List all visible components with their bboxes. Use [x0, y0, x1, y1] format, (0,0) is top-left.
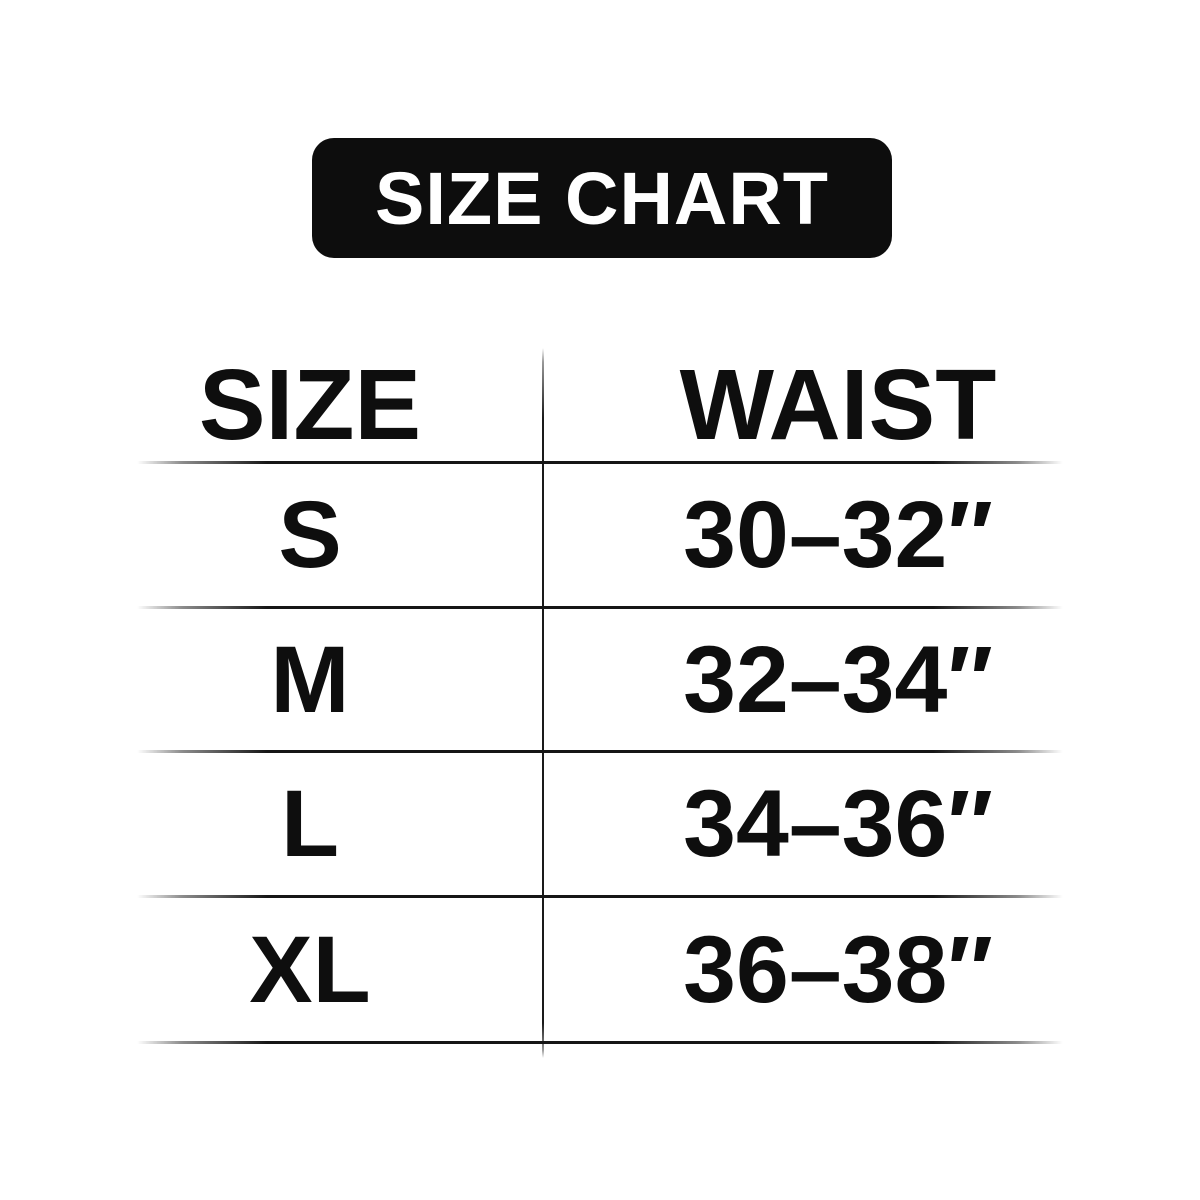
size-cell: XL — [249, 916, 371, 1023]
row-divider — [137, 750, 1063, 753]
size-table: SIZE WAIST S 30–32″ M 32–34″ L 34–36″ XL… — [137, 348, 1063, 1058]
table-row: XL 36–38″ — [137, 897, 1063, 1043]
waist-cell: 34–36″ — [683, 771, 993, 877]
table-row: M 32–34″ — [137, 608, 1063, 752]
size-cell: S — [278, 482, 342, 588]
table-header-row: SIZE WAIST — [137, 348, 1063, 463]
title-badge: SIZE CHART — [312, 138, 892, 258]
row-divider — [137, 895, 1063, 898]
column-divider — [542, 348, 544, 1058]
size-column-header: SIZE — [198, 349, 422, 461]
size-cell: L — [280, 771, 340, 877]
row-divider — [137, 1041, 1063, 1044]
table-row: S 30–32″ — [137, 463, 1063, 608]
waist-cell: 30–32″ — [683, 482, 993, 588]
row-divider — [137, 606, 1063, 609]
title-badge-label: SIZE CHART — [375, 156, 829, 240]
row-divider — [137, 461, 1063, 464]
table-row: L 34–36″ — [137, 752, 1063, 897]
waist-cell: 36–38″ — [683, 916, 993, 1023]
waist-cell: 32–34″ — [683, 626, 993, 733]
size-cell: M — [270, 626, 350, 733]
waist-column-header: WAIST — [679, 349, 997, 461]
